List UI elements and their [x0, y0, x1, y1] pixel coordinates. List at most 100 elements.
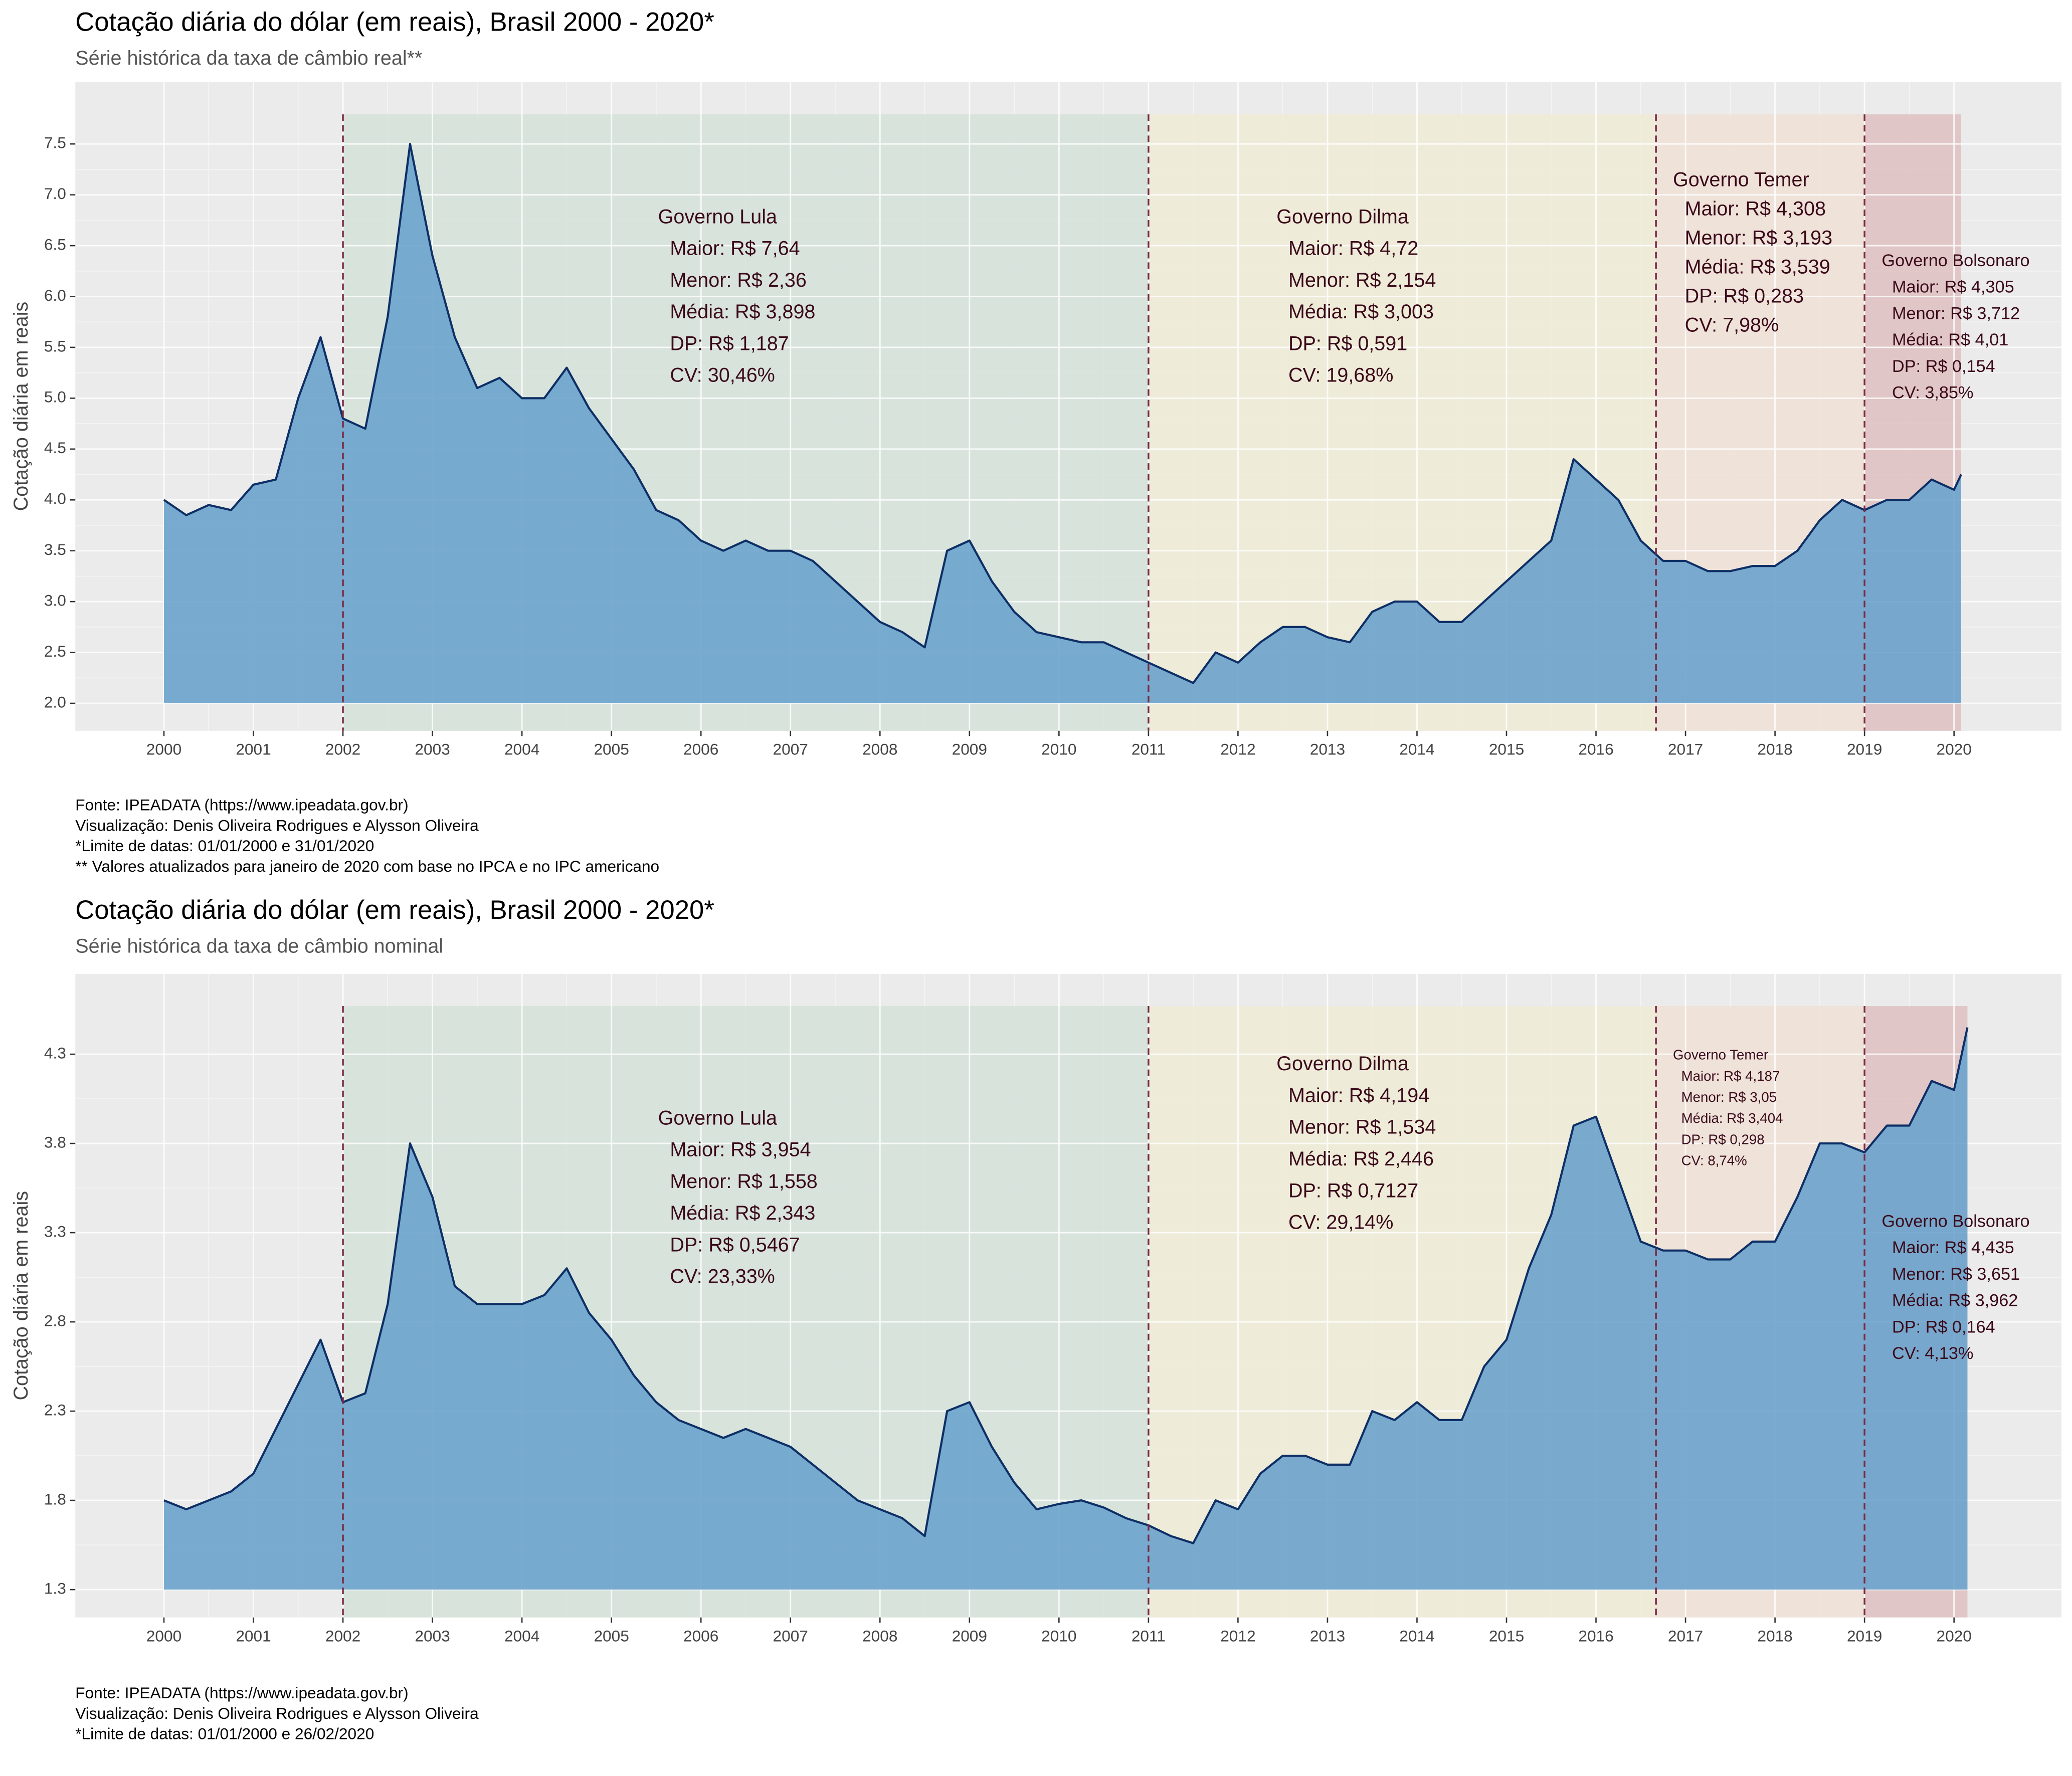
- annotation-line: CV: 23,33%: [670, 1266, 775, 1288]
- x-tick-label: 2002: [325, 1627, 360, 1645]
- x-tick-label: 2018: [1757, 740, 1792, 758]
- annotation-line: Menor: R$ 1,534: [1288, 1116, 1436, 1138]
- x-tick-label: 2017: [1668, 740, 1703, 758]
- x-tick-label: 2011: [1132, 1627, 1166, 1645]
- annotation-line: Média: R$ 2,446: [1288, 1148, 1434, 1170]
- y-tick-label: 3.8: [44, 1133, 66, 1151]
- y-tick-label: 2.3: [44, 1401, 66, 1419]
- annotation-title: Governo Dilma: [1276, 1053, 1409, 1075]
- area: [163, 1027, 1968, 1590]
- annotation-line: Média: R$ 4,01: [1892, 330, 2008, 349]
- annotation-title: Governo Bolsonaro: [1881, 1212, 2029, 1231]
- annotation-line: Média: R$ 2,343: [670, 1202, 815, 1224]
- annotation-line: DP: R$ 0,154: [1892, 357, 1995, 376]
- annotation-line: DP: R$ 0,298: [1681, 1131, 1765, 1147]
- caption-line: *Limite de datas: 01/01/2000 e 31/01/202…: [75, 837, 374, 855]
- y-tick-label: 5.0: [44, 388, 66, 406]
- y-tick-label: 1.3: [44, 1579, 66, 1597]
- x-tick-label: 2007: [773, 1627, 808, 1645]
- x-tick-label: 2015: [1489, 1627, 1524, 1645]
- x-tick-label: 2006: [683, 740, 718, 758]
- y-tick-label: 1.8: [44, 1490, 66, 1508]
- chart-subtitle: Série histórica da taxa de câmbio real**: [75, 47, 422, 69]
- x-tick-label: 2001: [236, 740, 271, 758]
- x-tick-label: 2001: [236, 1627, 271, 1645]
- annotation-line: CV: 8,74%: [1681, 1152, 1747, 1168]
- annotation-title: Governo Temer: [1673, 169, 1809, 191]
- x-tick-label: 2004: [504, 1627, 539, 1645]
- x-tick-label: 2008: [862, 740, 897, 758]
- x-tick-label: 2012: [1220, 1627, 1255, 1645]
- x-tick-label: 2019: [1847, 1627, 1882, 1645]
- annotation-line: DP: R$ 0,7127: [1288, 1179, 1418, 1202]
- annotation-line: DP: R$ 0,5467: [670, 1234, 800, 1256]
- annotation-line: Menor: R$ 3,193: [1685, 227, 1832, 249]
- x-tick-label: 2010: [1041, 1627, 1076, 1645]
- x-tick-label: 2016: [1578, 740, 1613, 758]
- annotation-title: Governo Temer: [1673, 1047, 1768, 1063]
- annotation-line: DP: R$ 1,187: [670, 332, 789, 354]
- x-tick-label: 2018: [1757, 1627, 1792, 1645]
- caption-line: ** Valores atualizados para janeiro de 2…: [75, 857, 659, 875]
- x-tick-label: 2003: [415, 1627, 450, 1645]
- annotation-title: Governo Bolsonaro: [1881, 251, 2029, 270]
- annotation-line: DP: R$ 0,164: [1892, 1317, 1995, 1336]
- y-tick-label: 4.5: [44, 439, 66, 457]
- x-tick-label: 2007: [773, 740, 808, 758]
- x-tick-label: 2013: [1310, 740, 1345, 758]
- annotation-line: Maior: R$ 4,305: [1892, 278, 2014, 297]
- x-tick-label: 2004: [504, 740, 539, 758]
- y-axis-label: Cotação diária em reais: [10, 302, 32, 511]
- annotation-line: CV: 19,68%: [1288, 364, 1393, 386]
- caption-line: Visualização: Denis Oliveira Rodrigues e…: [75, 816, 479, 834]
- x-tick-label: 2012: [1220, 740, 1255, 758]
- line: [163, 143, 1962, 684]
- y-tick-label: 3.3: [44, 1222, 66, 1240]
- x-tick-label: 2014: [1399, 740, 1434, 758]
- y-axis-label: Cotação diária em reais: [10, 1191, 32, 1401]
- annotation-line: Maior: R$ 4,308: [1685, 198, 1826, 220]
- caption-line: Fonte: IPEADATA (https://www.ipeadata.go…: [75, 796, 408, 814]
- annotation-line: CV: 3,85%: [1892, 383, 1973, 403]
- x-tick-label: 2000: [146, 740, 181, 758]
- chart-subtitle: Série histórica da taxa de câmbio nomina…: [75, 935, 443, 957]
- x-tick-label: 2009: [952, 1627, 987, 1645]
- annotation-line: DP: R$ 0,591: [1288, 332, 1407, 354]
- annotation-line: Menor: R$ 2,154: [1288, 269, 1436, 291]
- annotation-title: Governo Lula: [658, 206, 777, 228]
- y-tick-label: 2.0: [44, 693, 66, 711]
- x-tick-label: 2003: [415, 740, 450, 758]
- chart-title: Cotação diária do dólar (em reais), Bras…: [75, 895, 714, 925]
- x-tick-label: 2013: [1310, 1627, 1345, 1645]
- annotation-line: Maior: R$ 4,435: [1892, 1238, 2014, 1257]
- chart-title: Cotação diária do dólar (em reais), Bras…: [75, 7, 714, 37]
- x-tick-label: 2017: [1668, 1627, 1703, 1645]
- annotation-title: Governo Lula: [658, 1107, 777, 1129]
- annotation-line: CV: 29,14%: [1288, 1212, 1393, 1234]
- x-tick-label: 2014: [1399, 1627, 1434, 1645]
- annotation-line: Maior: R$ 4,194: [1288, 1084, 1429, 1106]
- x-tick-label: 2010: [1041, 740, 1076, 758]
- annotation-line: DP: R$ 0,283: [1685, 285, 1804, 307]
- y-tick-label: 4.3: [44, 1044, 66, 1062]
- x-tick-label: 2020: [1936, 1627, 1971, 1645]
- x-tick-label: 2019: [1847, 740, 1882, 758]
- y-tick-label: 3.5: [44, 540, 66, 558]
- y-tick-label: 6.5: [44, 235, 66, 253]
- caption-line: Visualização: Denis Oliveira Rodrigues e…: [75, 1704, 479, 1722]
- x-tick-label: 2005: [594, 1627, 629, 1645]
- annotation-line: Maior: R$ 3,954: [670, 1139, 811, 1161]
- x-tick-label: 2006: [683, 1627, 718, 1645]
- caption-line: *Limite de datas: 01/01/2000 e 26/02/202…: [75, 1725, 374, 1743]
- y-tick-label: 6.0: [44, 286, 66, 304]
- annotation-line: Média: R$ 3,404: [1681, 1110, 1783, 1126]
- annotation-line: Menor: R$ 3,712: [1892, 304, 2020, 323]
- annotation-line: Média: R$ 3,003: [1288, 301, 1434, 323]
- annotation-line: Maior: R$ 4,187: [1681, 1068, 1780, 1084]
- y-tick-label: 7.0: [44, 184, 66, 203]
- annotation-line: Menor: R$ 1,558: [670, 1170, 817, 1193]
- y-tick-label: 4.0: [44, 490, 66, 508]
- y-tick-label: 2.5: [44, 642, 66, 660]
- x-tick-label: 2020: [1936, 740, 1971, 758]
- caption-line: Fonte: IPEADATA (https://www.ipeadata.go…: [75, 1684, 408, 1702]
